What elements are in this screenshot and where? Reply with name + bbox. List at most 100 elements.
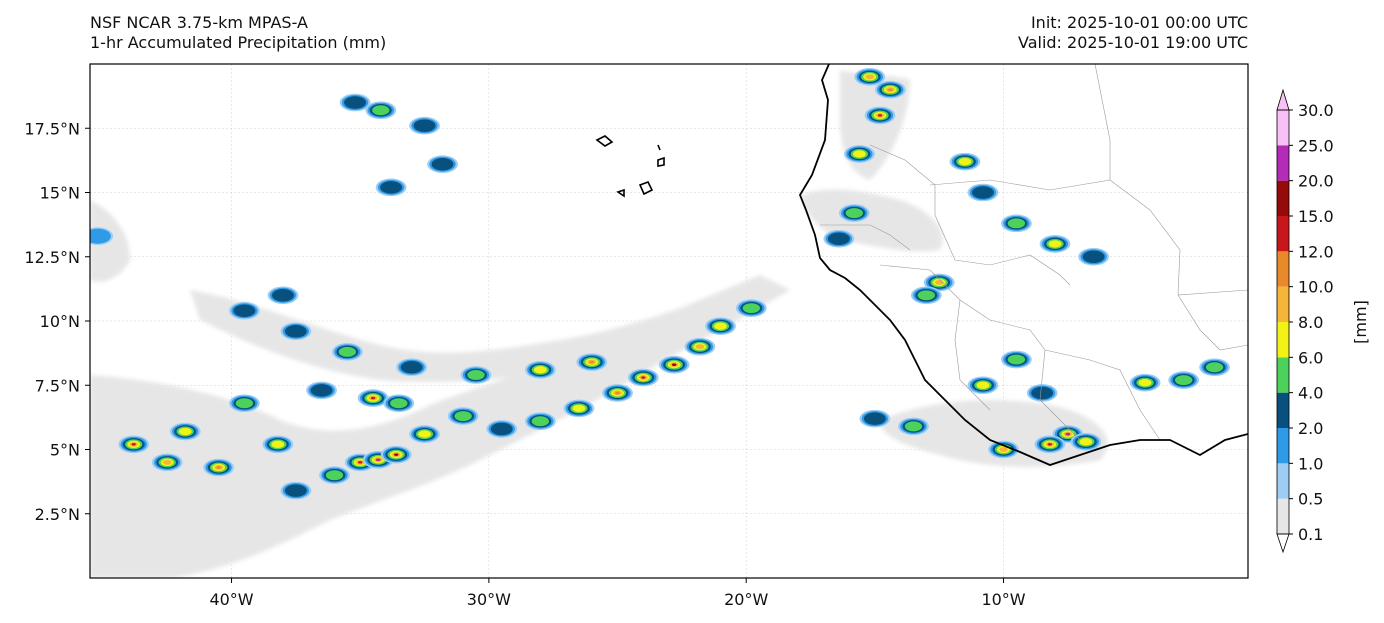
coastline-islands (595, 135, 665, 198)
colorbar: 0.1 0.5 1.0 2.0 4.0 6.0 8.0 10.0 12.0 15.0 20.0 25.… (1276, 88, 1370, 554)
precip-cell (1034, 435, 1066, 454)
precip-contour (325, 470, 344, 481)
precip-cell (864, 106, 896, 125)
precip-contour (271, 440, 285, 449)
land-boundaries (595, 64, 1248, 466)
precip-cell (838, 204, 870, 222)
colorbar-segment (1277, 145, 1289, 181)
precip-contour (131, 443, 136, 446)
precip-contour (533, 366, 547, 374)
precip-contour (431, 157, 454, 171)
precip-cell (1129, 373, 1161, 392)
precip-contour (1079, 438, 1093, 446)
colorbar-segment (1277, 180, 1289, 216)
colorbar-segment (1277, 322, 1289, 358)
precip-cell (859, 409, 891, 428)
precip-contour (865, 74, 874, 80)
precip-cell (910, 286, 942, 305)
precip-contour (454, 411, 472, 422)
precip-cell (486, 420, 518, 438)
precip-cell (280, 322, 312, 341)
precip-cell (118, 435, 150, 454)
precip-cell (1078, 247, 1109, 266)
title-left: NSF NCAR 3.75-km MPAS-A 1-hr Accumulated… (90, 13, 386, 53)
colorbar-segment (1277, 286, 1289, 322)
precip-cell (1001, 214, 1032, 233)
precip-contour (958, 157, 972, 166)
precip-contour (852, 150, 866, 158)
colorbar-tick-label: 0.1 (1298, 525, 1323, 544)
precip-cell (380, 445, 412, 464)
colorbar-tick-label: 20.0 (1298, 172, 1334, 191)
precip-contour (845, 208, 863, 219)
precip-cell (823, 229, 855, 248)
precip-contour (1138, 379, 1152, 387)
precip-contour (1031, 386, 1054, 400)
precip-cell (602, 384, 633, 402)
precip-contour (1082, 250, 1105, 263)
colorbar-tick-label: 8.0 (1298, 313, 1323, 332)
precip-contour (877, 114, 883, 117)
country-borders (820, 64, 1248, 441)
precip-cell (319, 466, 350, 485)
lat-tick-label: 2.5°N (35, 505, 80, 524)
lat-tick-label: 5°N (50, 441, 80, 460)
colorbar-segment (1277, 428, 1289, 464)
precip-contour (695, 344, 705, 350)
precip-contour (284, 325, 307, 338)
lat-tick-label: 12.5°N (24, 248, 80, 267)
colorbar-tick-label: 25.0 (1298, 136, 1334, 155)
precip-cell (460, 366, 492, 384)
precip-contour (1205, 362, 1224, 373)
precip-contour (615, 391, 620, 395)
precip-cell (874, 80, 906, 99)
precip-contour (714, 322, 727, 330)
precip-cell (1039, 235, 1071, 253)
precip-contour (904, 421, 923, 432)
colorbar-segment (1277, 463, 1289, 499)
precip-cell (1001, 350, 1032, 369)
precip-contour (467, 370, 485, 380)
precip-cell (627, 368, 659, 387)
precip-cell (844, 145, 875, 163)
colorbar-segment (1277, 110, 1289, 146)
precip-cell (375, 178, 407, 197)
init-time: Init: 2025-10-01 00:00 UTC (1030, 13, 1248, 32)
precip-cell (280, 481, 312, 500)
precip-cell (949, 152, 981, 171)
precip-cell (365, 101, 397, 120)
precip-cell (1070, 432, 1102, 451)
field-name: 1-hr Accumulated Precipitation (mm) (90, 33, 387, 52)
colorbar-unit-label: [mm] (1351, 300, 1370, 344)
precip-cell (262, 435, 294, 454)
colorbar-tick-label: 2.0 (1298, 419, 1323, 438)
precip-contour (863, 412, 886, 425)
precip-cell (447, 407, 479, 425)
colorbar-under-arrow (1276, 533, 1290, 554)
precip-cell (658, 355, 690, 374)
model-name: NSF NCAR 3.75-km MPAS-A (90, 13, 308, 32)
precip-contour (672, 363, 677, 366)
precip-contour (413, 119, 436, 132)
precip-cell (524, 361, 556, 379)
precip-contour (976, 381, 990, 389)
precip-cell (396, 358, 428, 377)
precip-contour (972, 186, 994, 199)
precip-cell (306, 381, 337, 400)
precip-cell (563, 399, 595, 418)
precip-contour (372, 105, 390, 116)
lat-tick-label: 10°N (40, 312, 80, 331)
colorbar-tick-label: 15.0 (1298, 207, 1334, 226)
precip-cell (409, 425, 440, 443)
precip-contour (394, 453, 399, 456)
precip-cell (383, 394, 415, 413)
precip-cell (967, 376, 999, 395)
precip-cell (267, 286, 299, 305)
precip-contour (742, 303, 761, 314)
precip-cell (1168, 371, 1200, 389)
precip-cell (229, 301, 260, 320)
precip-cell (331, 343, 363, 361)
precip-contour (641, 376, 646, 379)
precip-cell (898, 417, 929, 436)
precip-cell (524, 412, 556, 431)
